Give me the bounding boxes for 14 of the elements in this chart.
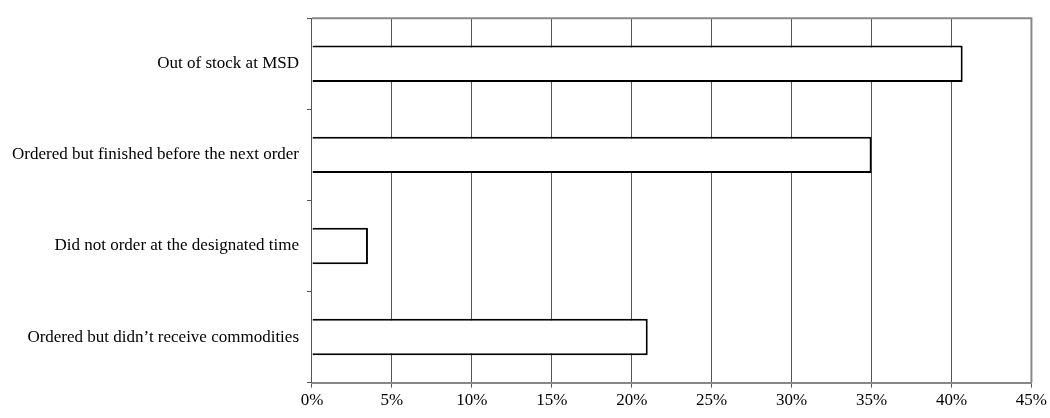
x-tick-label: 25% [696, 390, 728, 410]
x-tick-label: 35% [855, 390, 888, 410]
y-tick-label: Ordered but finished before the next order [12, 144, 300, 164]
x-tick-label: 20% [616, 390, 648, 410]
x-tick-label: 10% [456, 390, 488, 410]
y-tick-label: Ordered but didn’t receive commodities [27, 326, 299, 346]
y-tick-label: Did not order at the designated time [54, 235, 299, 255]
x-tick-label: 5% [380, 390, 404, 410]
x-tick-label: 0% [300, 390, 324, 410]
x-tick-label: 45% [1015, 390, 1048, 410]
x-tick-label: 15% [536, 390, 568, 410]
y-tick-label: Out of stock at MSD [157, 53, 299, 73]
x-tick-label: 40% [935, 390, 968, 410]
x-tick-label: 30% [776, 390, 808, 410]
